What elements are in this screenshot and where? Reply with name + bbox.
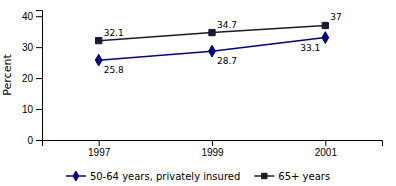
- tick: 1997: [88, 140, 111, 158]
- marker: [96, 37, 102, 43]
- tick: 30: [22, 42, 42, 53]
- marker: [95, 54, 102, 66]
- tick-label: 30: [22, 42, 34, 53]
- y-axis: 0 10 20 30 40: [22, 11, 43, 146]
- data-label: 32.1: [104, 28, 124, 38]
- tick-label: 20: [22, 73, 34, 84]
- tick: 10: [22, 104, 42, 115]
- tick-mark: [325, 140, 326, 146]
- marker: [322, 22, 328, 28]
- axis-line: [43, 141, 383, 147]
- tick-mark: [36, 47, 42, 48]
- data-label: 34.7: [217, 20, 237, 30]
- plot-marks: [95, 22, 328, 66]
- axis-line: [36, 11, 43, 141]
- series-line: [99, 38, 326, 61]
- data-label: 33.1: [300, 43, 320, 53]
- data-labels: 25.8 28.7 33.1 32.1 34.7 37: [104, 12, 342, 75]
- tick-mark: [36, 109, 42, 110]
- tick-label: 10: [22, 104, 34, 115]
- tick-mark: [36, 140, 42, 141]
- tick-label: 1999: [201, 147, 224, 158]
- legend-marker: [262, 173, 267, 178]
- tick: 2001: [315, 140, 338, 158]
- data-label: 37: [330, 12, 341, 22]
- marker: [209, 45, 216, 57]
- data-label: 28.7: [217, 56, 237, 66]
- chart-container: 1997 1999 2001 0 10 20 30 40 Percent 25.8 28.7 33.1…: [0, 0, 396, 186]
- legend-label: 50-64 years, privately insured: [90, 171, 240, 182]
- tick-label: 1997: [88, 147, 111, 158]
- tick: 40: [22, 11, 42, 22]
- tick-mark: [36, 16, 42, 17]
- tick-mark: [99, 140, 100, 146]
- marker: [322, 32, 329, 44]
- tick: 0: [27, 135, 42, 146]
- legend-item: 50-64 years, privately insured: [66, 171, 240, 182]
- tick-label: 2001: [315, 147, 338, 158]
- legend: 50-64 years, privately insured 65+ years: [66, 171, 330, 182]
- marker: [209, 29, 215, 35]
- tick-mark: [36, 78, 42, 79]
- chart-svg: 1997 1999 2001 0 10 20 30 40 Percent 25.8 28.7 33.1…: [0, 0, 396, 186]
- tick: 1999: [201, 140, 224, 158]
- y-axis-title: Percent: [1, 54, 14, 96]
- tick-mark: [212, 140, 213, 146]
- data-label: 25.8: [104, 65, 124, 75]
- x-axis: 1997 1999 2001: [43, 140, 383, 158]
- tick: 20: [22, 73, 42, 84]
- legend-label: 65+ years: [278, 171, 330, 182]
- legend-marker: [73, 171, 79, 181]
- tick-label: 40: [22, 11, 34, 22]
- tick-label: 0: [27, 135, 33, 146]
- legend-item: 65+ years: [254, 171, 330, 182]
- series-line: [99, 25, 326, 40]
